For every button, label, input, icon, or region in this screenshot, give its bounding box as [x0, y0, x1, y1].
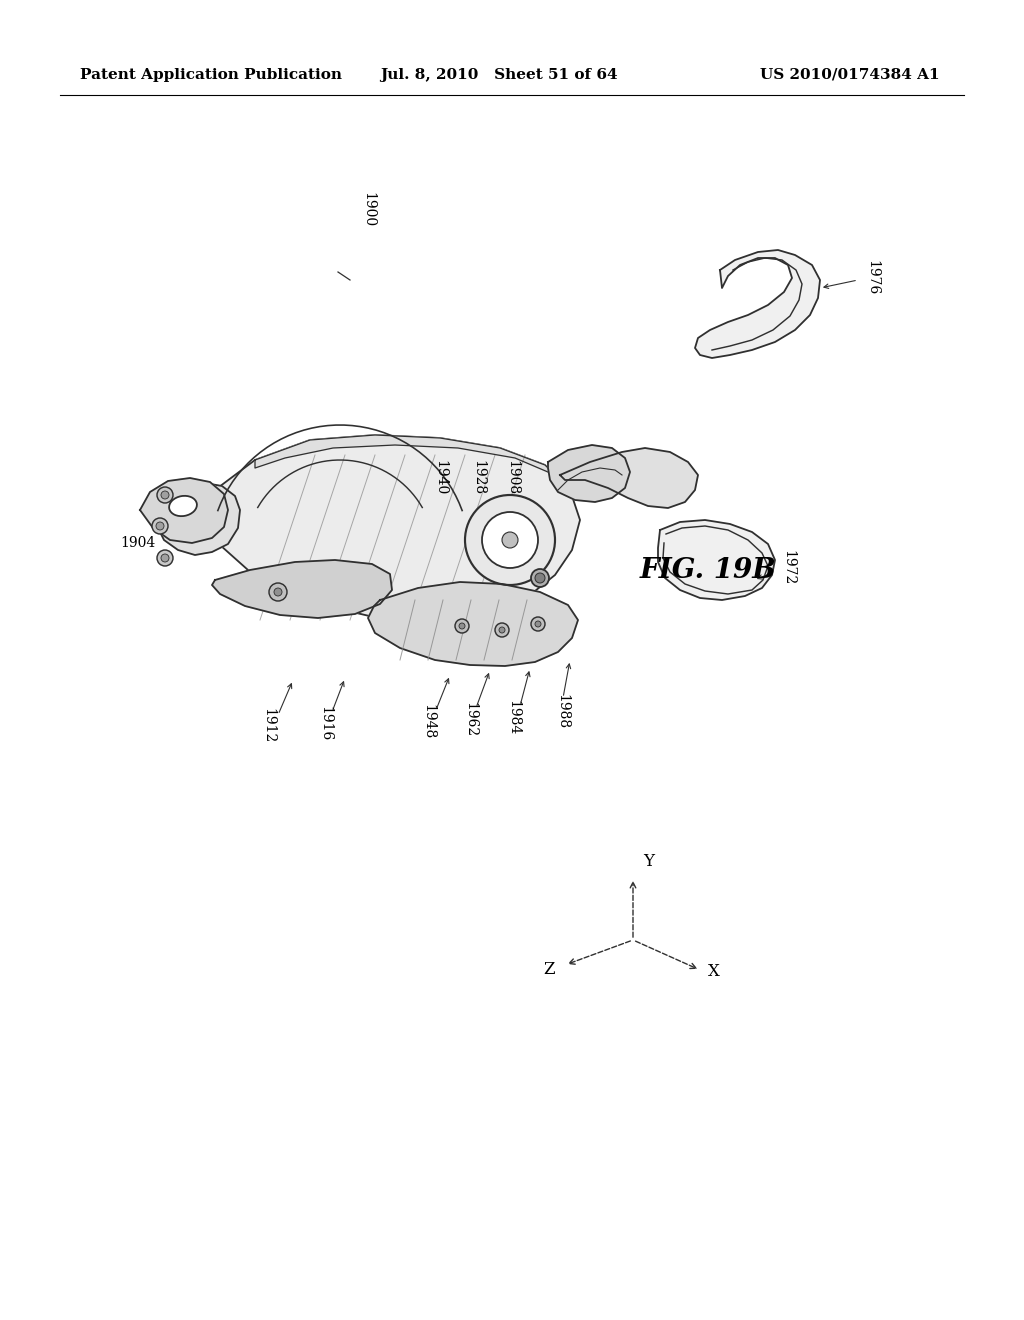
Circle shape: [152, 517, 168, 535]
Text: 1976: 1976: [865, 260, 879, 296]
Circle shape: [531, 569, 549, 587]
Text: X: X: [708, 964, 720, 981]
Circle shape: [465, 495, 555, 585]
Polygon shape: [658, 520, 775, 601]
Text: 1988: 1988: [555, 694, 569, 730]
Text: Patent Application Publication: Patent Application Publication: [80, 69, 342, 82]
Ellipse shape: [169, 496, 197, 516]
Circle shape: [535, 573, 545, 583]
Text: Z: Z: [544, 961, 555, 978]
Polygon shape: [548, 445, 630, 502]
Text: 1916: 1916: [318, 706, 332, 742]
Circle shape: [535, 620, 541, 627]
Circle shape: [459, 623, 465, 630]
Circle shape: [274, 587, 282, 597]
Text: 1940: 1940: [433, 461, 447, 495]
Text: 1948: 1948: [421, 705, 435, 739]
Circle shape: [161, 491, 169, 499]
Circle shape: [495, 623, 509, 638]
Polygon shape: [368, 582, 578, 667]
Text: 1908: 1908: [505, 461, 519, 495]
Circle shape: [502, 532, 518, 548]
Polygon shape: [212, 560, 392, 618]
Circle shape: [156, 521, 164, 531]
Circle shape: [161, 554, 169, 562]
Circle shape: [157, 550, 173, 566]
Polygon shape: [140, 478, 228, 543]
Text: US 2010/0174384 A1: US 2010/0174384 A1: [761, 69, 940, 82]
Circle shape: [482, 512, 538, 568]
Text: FIG. 19B: FIG. 19B: [640, 557, 777, 583]
Polygon shape: [155, 483, 240, 554]
Text: 1912: 1912: [261, 709, 275, 743]
Text: 1962: 1962: [463, 702, 477, 738]
Circle shape: [455, 619, 469, 634]
Text: 1984: 1984: [506, 701, 520, 735]
Text: 1900: 1900: [361, 193, 375, 227]
Polygon shape: [255, 436, 570, 490]
Polygon shape: [560, 447, 698, 508]
Text: 1904: 1904: [121, 536, 156, 550]
Text: 1972: 1972: [781, 550, 795, 586]
Text: 1928: 1928: [471, 461, 485, 495]
Circle shape: [499, 627, 505, 634]
Text: Jul. 8, 2010   Sheet 51 of 64: Jul. 8, 2010 Sheet 51 of 64: [380, 69, 617, 82]
Circle shape: [269, 583, 287, 601]
Polygon shape: [210, 436, 580, 622]
Circle shape: [531, 616, 545, 631]
Polygon shape: [695, 249, 820, 358]
Text: Y: Y: [643, 853, 654, 870]
Circle shape: [157, 487, 173, 503]
